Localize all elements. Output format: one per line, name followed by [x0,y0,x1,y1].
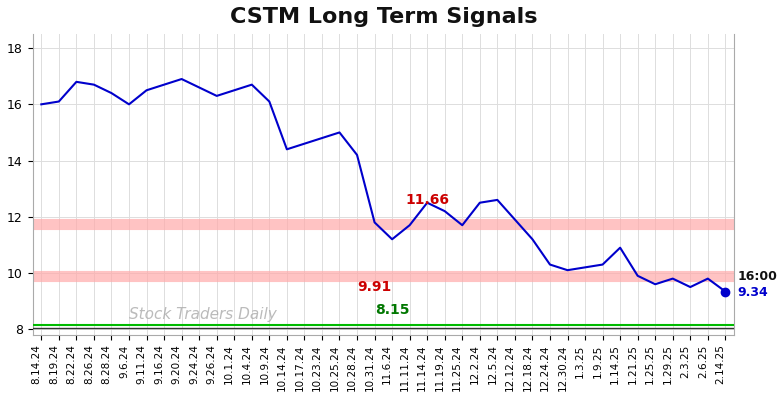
Text: 11.66: 11.66 [405,193,449,207]
Text: 16:00: 16:00 [738,269,778,283]
Text: Stock Traders Daily: Stock Traders Daily [129,307,277,322]
Text: 8.15: 8.15 [375,303,409,317]
Text: 9.34: 9.34 [738,287,768,299]
Title: CSTM Long Term Signals: CSTM Long Term Signals [230,7,537,27]
Text: 9.91: 9.91 [358,280,392,294]
